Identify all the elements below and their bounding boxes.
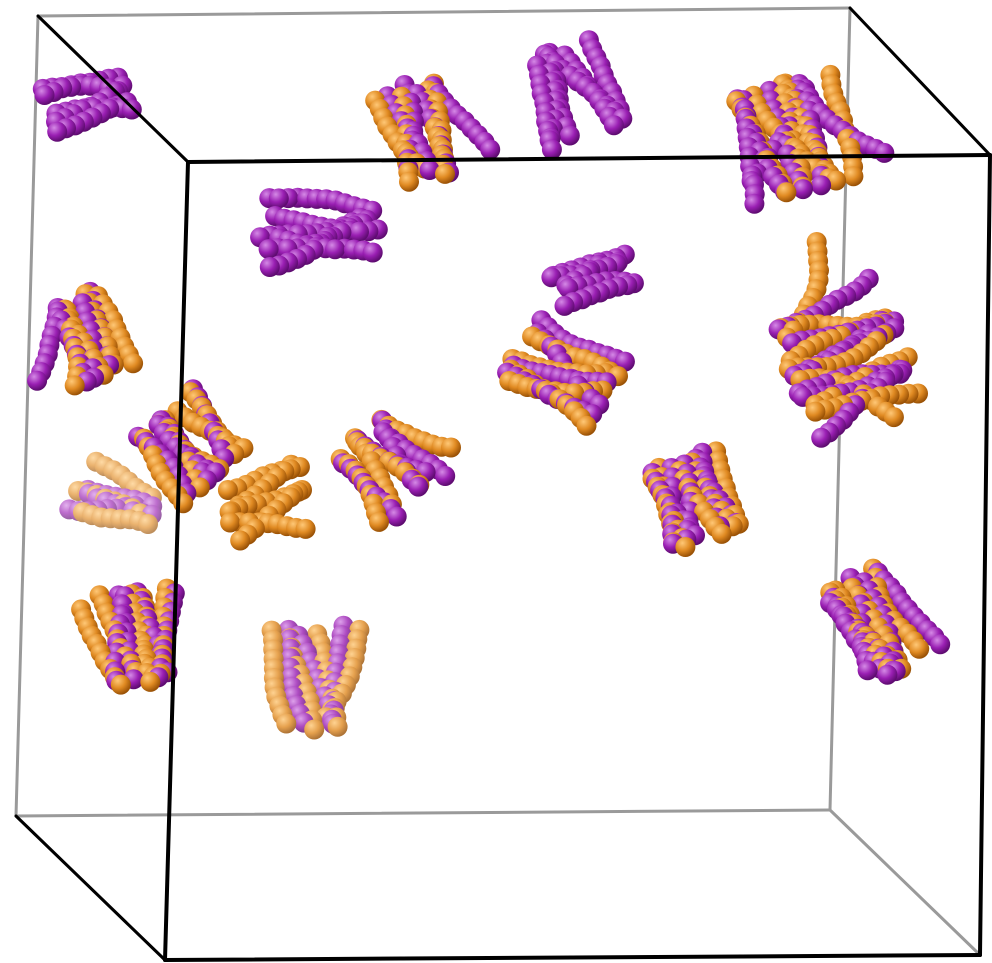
purple-bead xyxy=(27,370,48,391)
box-back-edge xyxy=(36,6,852,18)
box-front-edge xyxy=(978,153,992,957)
orange-bead xyxy=(304,719,325,740)
orange-bead xyxy=(826,170,847,191)
purple-bead xyxy=(325,239,345,260)
purple-bead xyxy=(744,193,765,214)
molecule-cluster xyxy=(365,73,501,192)
purple-bead xyxy=(349,221,369,242)
orange-bead xyxy=(110,674,131,695)
box-front-edge xyxy=(163,160,190,962)
orange-bead xyxy=(711,523,732,544)
purple-bead xyxy=(559,125,580,146)
purple-bead xyxy=(857,660,878,681)
orange-bead xyxy=(441,437,461,458)
orange-bead xyxy=(327,716,348,737)
purple-bead xyxy=(930,634,951,655)
purple-bead xyxy=(793,179,813,200)
orange-bead xyxy=(217,480,238,500)
box-connector-edge xyxy=(828,808,982,957)
orange-bead xyxy=(140,671,161,692)
molecule-cluster xyxy=(497,310,635,436)
orange-bead xyxy=(435,163,455,184)
box-back-edge xyxy=(14,14,40,818)
molecule-cluster xyxy=(820,558,951,685)
molecule-cluster xyxy=(71,578,185,695)
purple-bead xyxy=(877,664,898,685)
purple-bead xyxy=(259,257,280,277)
purple-bead xyxy=(419,160,440,180)
molecule-cluster xyxy=(527,30,633,160)
purple-bead xyxy=(435,466,456,486)
molecule-cluster xyxy=(642,441,749,557)
orange-bead xyxy=(64,375,85,396)
box-back-edge xyxy=(14,808,832,818)
orange-bead xyxy=(675,537,696,557)
orange-bead xyxy=(138,514,158,534)
simulation-box-front-edges xyxy=(14,6,992,962)
box-front-edge xyxy=(186,153,992,164)
orange-bead xyxy=(909,638,930,659)
purple-bead xyxy=(362,242,383,263)
orange-bead xyxy=(399,171,419,192)
molecule-cluster xyxy=(27,281,144,396)
orange-bead xyxy=(883,407,904,428)
box-connector-edge xyxy=(36,14,190,164)
orange-bead xyxy=(369,511,389,532)
purple-bead xyxy=(603,115,624,136)
orange-bead xyxy=(805,401,826,422)
box-connector-edge xyxy=(14,814,167,962)
orange-bead xyxy=(276,713,297,734)
molecule-clusters xyxy=(27,30,951,740)
purple-bead xyxy=(811,175,832,196)
box-front-edge xyxy=(163,953,982,962)
purple-bead xyxy=(386,506,407,527)
box-connector-edge xyxy=(848,6,992,157)
molecule-cluster xyxy=(726,64,895,214)
purple-bead xyxy=(874,142,895,163)
purple-bead xyxy=(408,476,429,497)
purple-bead xyxy=(34,85,55,105)
molecule-cluster xyxy=(217,454,316,551)
orange-bead xyxy=(843,166,864,187)
purple-bead xyxy=(554,295,575,316)
molecule-cluster xyxy=(128,379,254,514)
orange-bead xyxy=(220,512,241,533)
molecule-cluster xyxy=(59,451,163,534)
purple-bead xyxy=(268,188,289,209)
orange-bead xyxy=(230,530,251,551)
purple-bead xyxy=(47,121,68,142)
molecule-cluster xyxy=(250,187,388,277)
orange-bead xyxy=(776,182,797,203)
molecule-cluster xyxy=(330,409,461,532)
purple-bead xyxy=(541,139,562,160)
molecule-cluster xyxy=(768,232,928,448)
orange-bead xyxy=(295,518,316,539)
molecule-cluster xyxy=(541,244,644,316)
purple-bead xyxy=(258,239,279,260)
purple-bead xyxy=(541,267,562,288)
molecule-cluster xyxy=(261,615,370,740)
molecule-cluster xyxy=(32,67,142,142)
purple-bead xyxy=(811,427,832,448)
orange-bead xyxy=(576,415,597,436)
purple-bead xyxy=(480,139,501,160)
orange-bead xyxy=(123,353,144,374)
